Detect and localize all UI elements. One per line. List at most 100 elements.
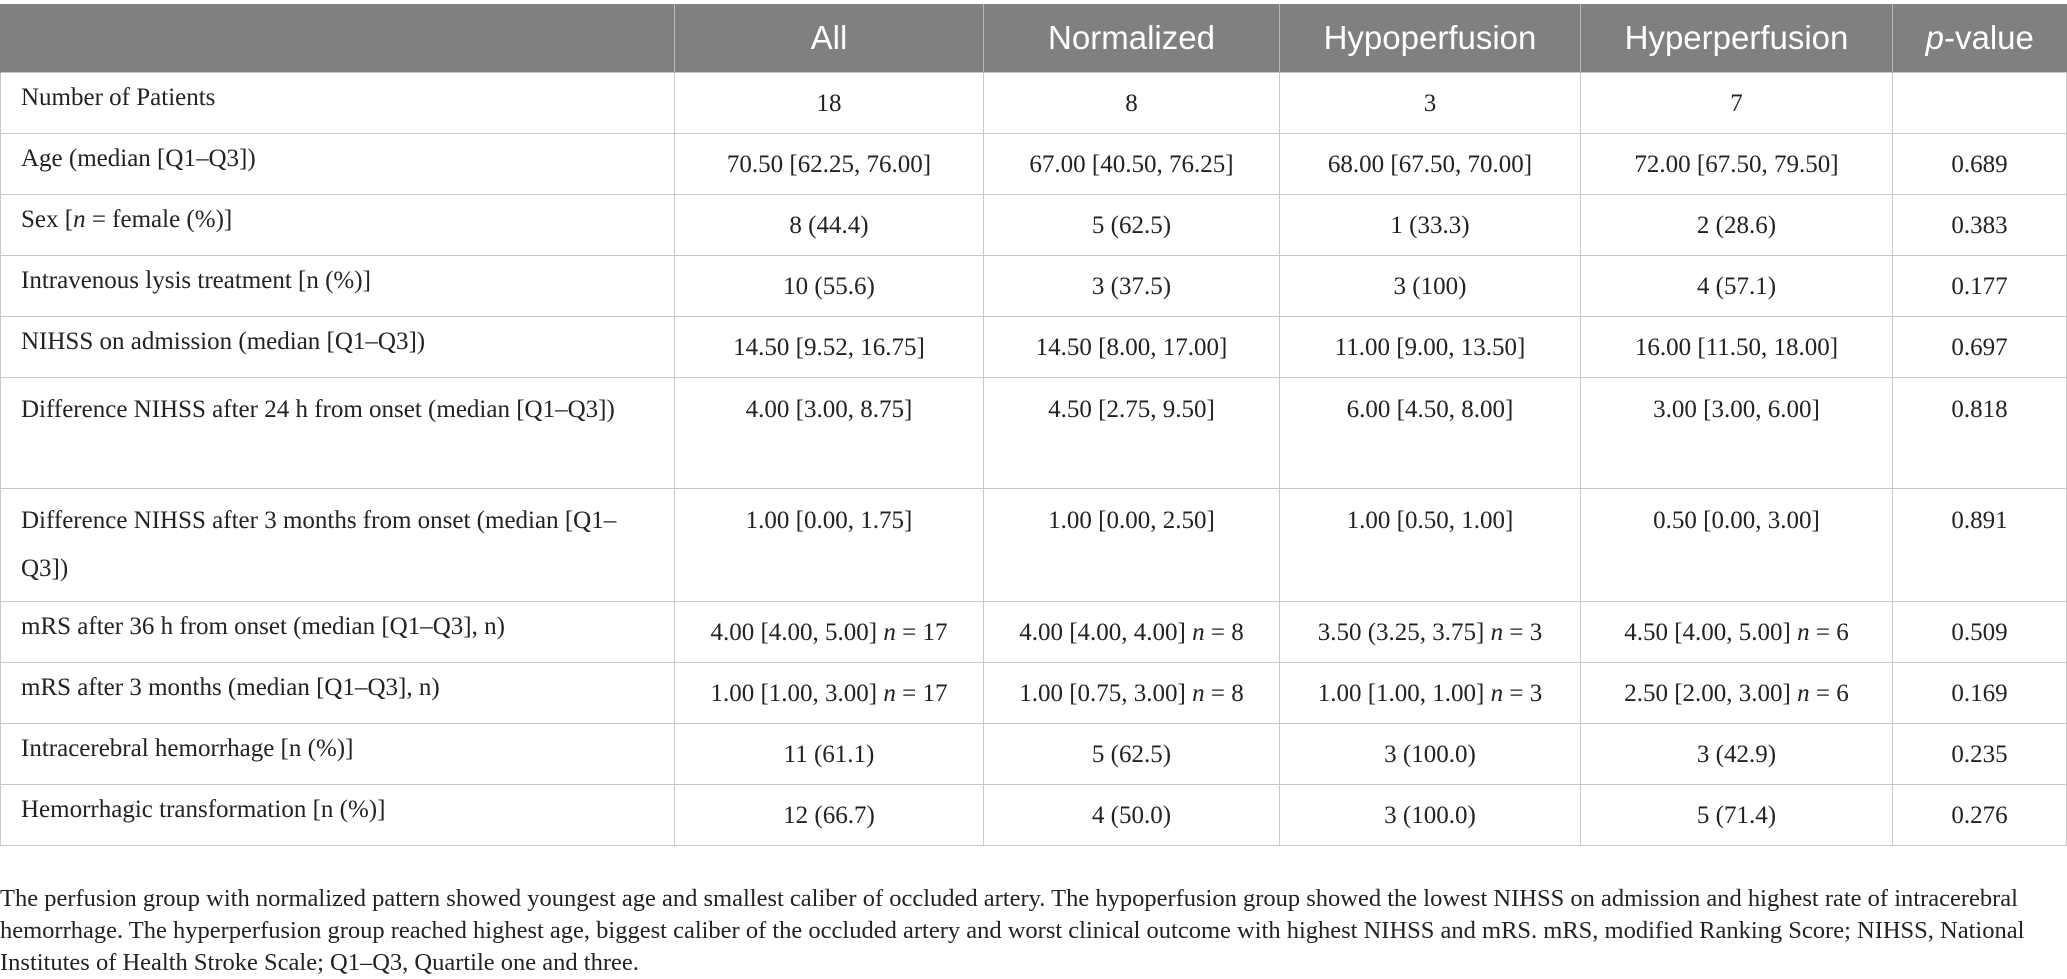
cell-all: 1.00 [1.00, 3.00] n = 17 bbox=[674, 662, 984, 724]
cell-value: 4.00 [4.00, 5.00] bbox=[710, 619, 878, 646]
cell-hyperperfusion: 0.50 [0.00, 3.00] bbox=[1580, 488, 1893, 602]
cell-normalized: 67.00 [40.50, 76.25] bbox=[983, 133, 1280, 195]
cell-value: 1.00 [0.75, 3.00] bbox=[1019, 680, 1186, 707]
row-label: mRS after 3 months (median [Q1–Q3], n) bbox=[0, 662, 675, 724]
n-value: 6 bbox=[1836, 680, 1849, 707]
table-caption: The perfusion group with normalized patt… bbox=[0, 884, 2025, 976]
header-normalized: Normalized bbox=[983, 4, 1280, 73]
n-equals: = bbox=[1204, 619, 1232, 646]
n-value: 17 bbox=[922, 619, 948, 646]
cell-hypoperfusion: 1.00 [0.50, 1.00] bbox=[1279, 488, 1581, 602]
cell-value: 2.50 [2.00, 3.00] bbox=[1624, 680, 1791, 707]
cell-p-value: 0.818 bbox=[1892, 377, 2067, 489]
cell-hypoperfusion: 3 (100) bbox=[1279, 255, 1581, 317]
header-hypoperfusion: Hypoperfusion bbox=[1279, 4, 1581, 73]
n-value: 3 bbox=[1529, 619, 1543, 646]
n-equals: = bbox=[895, 680, 923, 707]
cell-p-value: 0.383 bbox=[1892, 194, 2067, 256]
table-header-row: All Normalized Hypoperfusion Hyperperfus… bbox=[0, 4, 2067, 73]
n-equals: = bbox=[895, 619, 923, 646]
cell-hypoperfusion: 3.50 (3.25, 3.75] n = 3 bbox=[1279, 601, 1581, 663]
cell-value: 1.00 [1.00, 3.00] bbox=[710, 680, 878, 707]
cell-p-value: 0.235 bbox=[1892, 723, 2067, 785]
cell-all: 12 (66.7) bbox=[674, 784, 984, 846]
table-row: Age (median [Q1–Q3]) 70.50 [62.25, 76.00… bbox=[0, 133, 2067, 195]
n-equals: = bbox=[1809, 680, 1837, 707]
cell-hypoperfusion: 11.00 [9.00, 13.50] bbox=[1279, 316, 1581, 378]
cell-hyperperfusion: 72.00 [67.50, 79.50] bbox=[1580, 133, 1893, 195]
n-equals: = bbox=[1809, 619, 1837, 646]
cell-normalized: 1.00 [0.75, 3.00] n = 8 bbox=[983, 662, 1280, 724]
row-label: mRS after 36 h from onset (median [Q1–Q3… bbox=[0, 601, 675, 663]
n-italic: n bbox=[1192, 619, 1205, 646]
cell-normalized: 5 (62.5) bbox=[983, 194, 1280, 256]
cell-p-value: 0.169 bbox=[1892, 662, 2067, 724]
cell-hyperperfusion: 5 (71.4) bbox=[1580, 784, 1893, 846]
cell-value: 1.00 [1.00, 1.00] bbox=[1317, 680, 1485, 707]
row-label: Sex [n = female (%)] bbox=[0, 194, 675, 256]
patient-characteristics-table: All Normalized Hypoperfusion Hyperperfus… bbox=[0, 4, 2067, 846]
cell-p-value: 0.509 bbox=[1892, 601, 2067, 663]
n-italic: n bbox=[1490, 680, 1504, 707]
cell-hypoperfusion: 6.00 [4.50, 8.00] bbox=[1279, 377, 1581, 489]
n-italic: n bbox=[1192, 680, 1205, 707]
cell-hyperperfusion: 2 (28.6) bbox=[1580, 194, 1893, 256]
row-label: Difference NIHSS after 3 months from ons… bbox=[0, 488, 675, 602]
cell-hypoperfusion: 1.00 [1.00, 1.00] n = 3 bbox=[1279, 662, 1581, 724]
p-suffix: -value bbox=[1943, 19, 2034, 56]
n-equals: = bbox=[1204, 680, 1232, 707]
header-all: All bbox=[674, 4, 984, 73]
cell-p-value: 0.697 bbox=[1892, 316, 2067, 378]
n-italic: n bbox=[1797, 619, 1810, 646]
p-italic: p bbox=[1925, 19, 1944, 56]
n-value: 8 bbox=[1231, 619, 1244, 646]
label-suffix: = female (%)] bbox=[85, 206, 233, 233]
cell-hyperperfusion: 4.50 [4.00, 5.00] n = 6 bbox=[1580, 601, 1893, 663]
n-italic: n bbox=[1490, 619, 1504, 646]
cell-value: 4.50 [4.00, 5.00] bbox=[1624, 619, 1791, 646]
cell-hypoperfusion: 68.00 [67.50, 70.00] bbox=[1279, 133, 1581, 195]
cell-p-value: 0.689 bbox=[1892, 133, 2067, 195]
table-row: NIHSS on admission (median [Q1–Q3]) 14.5… bbox=[0, 316, 2067, 378]
n-equals: = bbox=[1503, 680, 1530, 707]
row-label: Age (median [Q1–Q3]) bbox=[0, 133, 675, 195]
cell-p-value: 0.177 bbox=[1892, 255, 2067, 317]
cell-p-value bbox=[1892, 72, 2067, 134]
cell-all: 8 (44.4) bbox=[674, 194, 984, 256]
cell-all: 11 (61.1) bbox=[674, 723, 984, 785]
n-italic: n bbox=[883, 680, 896, 707]
cell-all: 1.00 [0.00, 1.75] bbox=[674, 488, 984, 602]
label-italic-n: n bbox=[73, 206, 86, 233]
table-row: mRS after 3 months (median [Q1–Q3], n) 1… bbox=[0, 662, 2067, 724]
cell-hyperperfusion: 3.00 [3.00, 6.00] bbox=[1580, 377, 1893, 489]
cell-hypoperfusion: 3 (100.0) bbox=[1279, 784, 1581, 846]
table-row: Sex [n = female (%)] 8 (44.4) 5 (62.5) 1… bbox=[0, 194, 2067, 256]
cell-hypoperfusion: 3 bbox=[1279, 72, 1581, 134]
n-italic: n bbox=[883, 619, 896, 646]
cell-normalized: 5 (62.5) bbox=[983, 723, 1280, 785]
table-row: Difference NIHSS after 24 h from onset (… bbox=[0, 377, 2067, 489]
cell-all: 14.50 [9.52, 16.75] bbox=[674, 316, 984, 378]
cell-p-value: 0.891 bbox=[1892, 488, 2067, 602]
cell-normalized: 1.00 [0.00, 2.50] bbox=[983, 488, 1280, 602]
cell-p-value: 0.276 bbox=[1892, 784, 2067, 846]
cell-all: 18 bbox=[674, 72, 984, 134]
cell-all: 70.50 [62.25, 76.00] bbox=[674, 133, 984, 195]
cell-value: 3.50 (3.25, 3.75] bbox=[1317, 619, 1485, 646]
cell-all: 4.00 [3.00, 8.75] bbox=[674, 377, 984, 489]
table-row: Intravenous lysis treatment [n (%)] 10 (… bbox=[0, 255, 2067, 317]
cell-hyperperfusion: 3 (42.9) bbox=[1580, 723, 1893, 785]
n-italic: n bbox=[1797, 680, 1810, 707]
n-value: 17 bbox=[922, 680, 948, 707]
cell-hypoperfusion: 3 (100.0) bbox=[1279, 723, 1581, 785]
cell-normalized: 14.50 [8.00, 17.00] bbox=[983, 316, 1280, 378]
table-row: Number of Patients 18 8 3 7 bbox=[0, 72, 2067, 134]
header-p-value: p-value bbox=[1892, 4, 2067, 73]
n-value: 6 bbox=[1836, 619, 1849, 646]
cell-normalized: 4.00 [4.00, 4.00] n = 8 bbox=[983, 601, 1280, 663]
table-row: Intracerebral hemorrhage [n (%)] 11 (61.… bbox=[0, 723, 2067, 785]
table-row: Hemorrhagic transformation [n (%)] 12 (6… bbox=[0, 784, 2067, 846]
cell-hypoperfusion: 1 (33.3) bbox=[1279, 194, 1581, 256]
header-hyperperfusion: Hyperperfusion bbox=[1580, 4, 1893, 73]
